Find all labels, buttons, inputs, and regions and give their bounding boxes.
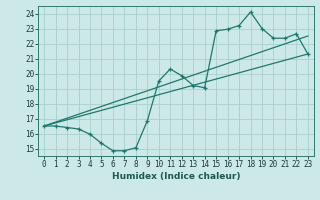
X-axis label: Humidex (Indice chaleur): Humidex (Indice chaleur) (112, 172, 240, 181)
